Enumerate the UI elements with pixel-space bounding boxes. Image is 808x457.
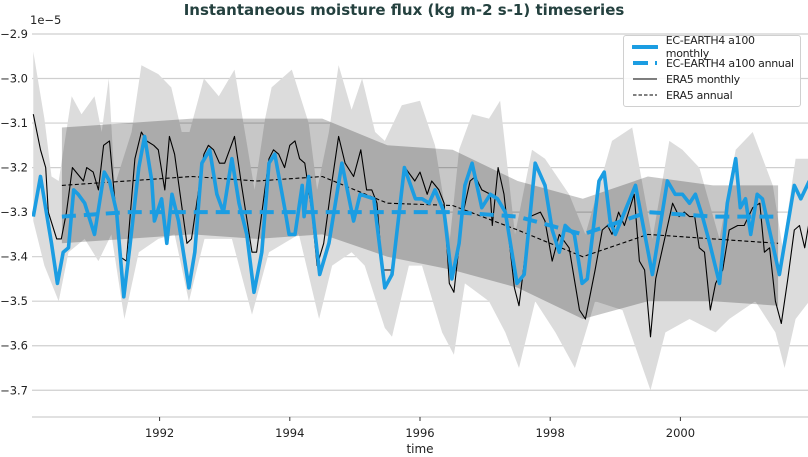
y-tick-label: −2.9 bbox=[0, 27, 28, 41]
x-tick-label: 1992 bbox=[145, 426, 174, 440]
y-tick-label: −3.7 bbox=[0, 383, 28, 397]
y-tick-label: −3.4 bbox=[0, 250, 28, 264]
legend-swatch-dashed-thin bbox=[633, 94, 657, 96]
y-tick-label: −3.0 bbox=[0, 72, 28, 86]
legend-item-era5-annual: ERA5 annual bbox=[632, 87, 733, 103]
x-axis-label: time bbox=[406, 442, 433, 456]
x-tick-label: 1998 bbox=[536, 426, 565, 440]
legend: EC-EARTH4 a100 monthly EC-EARTH4 a100 an… bbox=[623, 34, 801, 107]
x-tick-label: 2000 bbox=[666, 426, 695, 440]
era5-monthly-line bbox=[32, 114, 808, 338]
legend-item-ec-earth-annual: EC-EARTH4 a100 annual bbox=[632, 55, 794, 71]
y-tick-label: −3.3 bbox=[0, 205, 28, 219]
annual-envelope-band bbox=[61, 118, 779, 319]
y-axis-offset-label: 1e−5 bbox=[30, 13, 62, 27]
x-tick-label: 1994 bbox=[275, 426, 304, 440]
ec-earth-monthly-line bbox=[32, 134, 808, 299]
legend-label: ERA5 monthly bbox=[666, 72, 740, 86]
ec-earth-annual-line bbox=[61, 210, 779, 237]
y-tick-label: −3.6 bbox=[0, 339, 28, 353]
y-tick-label: −3.5 bbox=[0, 294, 28, 308]
legend-label: EC-EARTH4 a100 annual bbox=[666, 56, 794, 70]
legend-swatch-dashed-thick bbox=[633, 61, 657, 65]
x-tick-label: 1996 bbox=[405, 426, 434, 440]
legend-swatch-solid-thin bbox=[633, 78, 657, 80]
chart-title: Instantaneous moisture flux (kg m-2 s-1)… bbox=[183, 1, 625, 19]
legend-label: EC-EARTH4 a100 monthly bbox=[665, 34, 755, 60]
y-tick-label: −3.1 bbox=[0, 116, 28, 130]
legend-item-ec-earth-monthly: EC-EARTH4 a100 monthly bbox=[632, 34, 800, 60]
monthly-envelope-band bbox=[33, 51, 808, 391]
era5-annual-line bbox=[61, 175, 779, 258]
legend-item-era5-monthly: ERA5 monthly bbox=[632, 71, 740, 87]
y-tick-label: −3.2 bbox=[0, 161, 28, 175]
legend-swatch-solid-thick bbox=[632, 45, 658, 49]
legend-label: ERA5 annual bbox=[666, 88, 733, 102]
